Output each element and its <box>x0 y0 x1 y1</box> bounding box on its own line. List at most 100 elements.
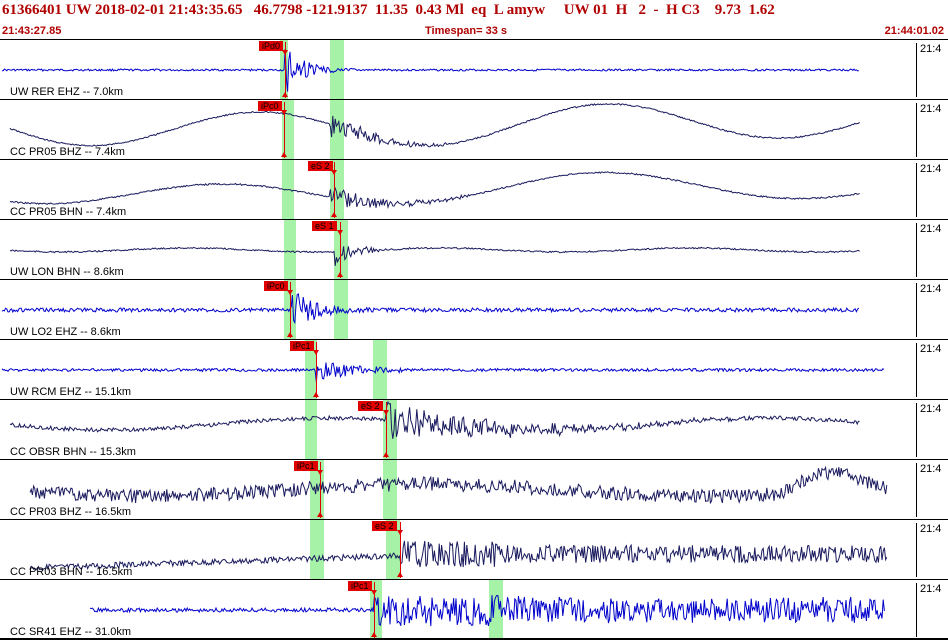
pick-marker-bottom <box>371 632 377 637</box>
channel-label: UW LO2 EHZ -- 8.6km <box>10 326 121 338</box>
header-bar: 61366401 UW 2018-02-01 21:43:35.65 46.77… <box>0 0 948 40</box>
phase-label[interactable]: eS 2 <box>372 521 397 531</box>
trace-panel[interactable]: eS 2 CC OBSR BHN -- 15.3km 21:4 <box>0 399 948 459</box>
s-window-highlight <box>373 340 387 399</box>
channel-label: UW RER EHZ -- 7.0km <box>10 86 124 98</box>
p-window-highlight <box>305 400 317 459</box>
waveform-path <box>9 245 860 266</box>
waveform-path <box>9 400 860 439</box>
phase-label[interactable]: iPc1 <box>294 461 318 471</box>
phase-pick-line[interactable] <box>284 102 285 158</box>
waveform-path <box>29 465 888 505</box>
pick-marker-bottom <box>281 152 287 157</box>
p-window-highlight <box>310 520 324 579</box>
channel-label: CC PR05 BHZ -- 7.4km <box>10 146 125 158</box>
s-window-highlight <box>383 460 397 519</box>
channel-label: CC SR41 EHZ -- 31.0km <box>10 626 132 638</box>
phase-pick-line[interactable] <box>386 402 387 458</box>
pick-marker-top <box>397 530 403 535</box>
channel-label: CC PR03 BHN -- 16.5km <box>10 566 133 578</box>
pick-marker-top <box>317 470 323 475</box>
waveform-trace <box>29 465 888 505</box>
waveform-trace <box>89 594 885 627</box>
phase-pick-line[interactable] <box>290 282 291 338</box>
pick-marker-bottom <box>282 92 288 97</box>
phase-pick-line[interactable] <box>340 222 341 278</box>
waveform-trace <box>1 362 885 383</box>
s-window-highlight <box>330 100 344 159</box>
panel-time-label: 21:4 <box>916 403 946 457</box>
pick-marker-bottom <box>313 392 319 397</box>
phase-pick-line[interactable] <box>374 582 375 638</box>
pick-marker-bottom <box>287 332 293 337</box>
waveform-path <box>1 293 860 325</box>
panel-time-label: 21:4 <box>916 163 946 217</box>
bottom-border <box>0 638 948 640</box>
phase-label[interactable]: eS 2 <box>308 161 333 171</box>
pick-marker-bottom <box>337 272 343 277</box>
trace-panel[interactable]: iPc0 CC PR05 BHZ -- 7.4km 21:4 <box>0 99 948 159</box>
panel-time-label: 21:4 <box>916 43 946 97</box>
waveform-trace <box>2 48 859 92</box>
waveform-trace <box>1 293 860 325</box>
waveform-trace <box>9 171 860 210</box>
waveform-path <box>9 171 860 210</box>
waveform-trace <box>9 245 860 266</box>
phase-pick-line[interactable] <box>316 342 317 398</box>
waveform-path <box>9 103 860 148</box>
phase-pick-line[interactable] <box>285 42 286 98</box>
pick-marker-top <box>282 50 288 55</box>
phase-label[interactable]: eS 2 <box>358 401 383 411</box>
pick-marker-top <box>287 290 293 295</box>
pick-marker-bottom <box>331 212 337 217</box>
panel-time-label: 21:4 <box>916 343 946 397</box>
phase-pick-line[interactable] <box>334 162 335 218</box>
channel-label: UW LON BHN -- 8.6km <box>10 266 124 278</box>
channel-label: CC PR05 BHN -- 7.4km <box>10 206 127 218</box>
s-window-highlight <box>386 520 400 579</box>
waveform-path <box>29 540 888 572</box>
phase-label[interactable]: eS 1 <box>312 221 337 231</box>
pick-marker-bottom <box>383 452 389 457</box>
phase-label[interactable]: iPc0 <box>258 101 282 111</box>
s-window-highlight <box>334 280 348 339</box>
panel-time-label: 21:4 <box>916 223 946 277</box>
panel-time-label: 21:4 <box>916 523 946 577</box>
trace-panel[interactable]: eS 1 UW LON BHN -- 8.6km 21:4 <box>0 219 948 279</box>
trace-panel[interactable]: eS 2 CC PR05 BHN -- 7.4km 21:4 <box>0 159 948 219</box>
end-time: 21:44:01.02 <box>884 25 944 37</box>
event-title: 61366401 UW 2018-02-01 21:43:35.65 46.77… <box>2 2 775 18</box>
timespan-label: Timespan= 33 s <box>425 25 508 37</box>
s-window-highlight <box>489 580 503 639</box>
phase-label[interactable]: iPc0 <box>264 281 288 291</box>
channel-label: CC OBSR BHN -- 15.3km <box>10 446 136 458</box>
phase-pick-line[interactable] <box>400 522 401 578</box>
trace-panel[interactable]: iPc0 UW LO2 EHZ -- 8.6km 21:4 <box>0 279 948 339</box>
phase-label[interactable]: iPc1 <box>290 341 314 351</box>
phase-label[interactable]: iPc1 <box>348 581 372 591</box>
phase-label[interactable]: iPd0 <box>259 41 284 51</box>
pick-marker-top <box>371 590 377 595</box>
seismogram-panels[interactable]: iPd0 UW RER EHZ -- 7.0km 21:4 iPc0 CC PR05 … <box>0 39 948 640</box>
waveform-trace <box>9 400 860 439</box>
trace-panel[interactable]: iPc1 CC PR03 BHZ -- 16.5km 21:4 <box>0 459 948 519</box>
phase-pick-line[interactable] <box>320 462 321 518</box>
start-time: 21:43:27.85 <box>2 25 62 37</box>
trace-panel[interactable]: iPc1 CC SR41 EHZ -- 31.0km 21:4 <box>0 579 948 639</box>
waveform-path <box>2 48 859 92</box>
waveform-trace <box>29 540 888 572</box>
p-window-highlight <box>284 220 296 279</box>
pick-marker-bottom <box>397 572 403 577</box>
waveform-path <box>89 594 885 627</box>
waveform-path <box>1 362 885 383</box>
trace-panel[interactable]: iPc1 UW RCM EHZ -- 15.1km 21:4 <box>0 339 948 399</box>
panel-time-label: 21:4 <box>916 583 946 637</box>
trace-panel[interactable]: eS 2 CC PR03 BHN -- 16.5km 21:4 <box>0 519 948 579</box>
panel-time-label: 21:4 <box>916 103 946 157</box>
pick-marker-top <box>281 110 287 115</box>
channel-label: CC PR03 BHZ -- 16.5km <box>10 506 132 518</box>
trace-panel[interactable]: iPd0 UW RER EHZ -- 7.0km 21:4 <box>0 39 948 99</box>
waveform-trace <box>9 103 860 148</box>
panel-time-label: 21:4 <box>916 463 946 517</box>
pick-marker-top <box>383 410 389 415</box>
